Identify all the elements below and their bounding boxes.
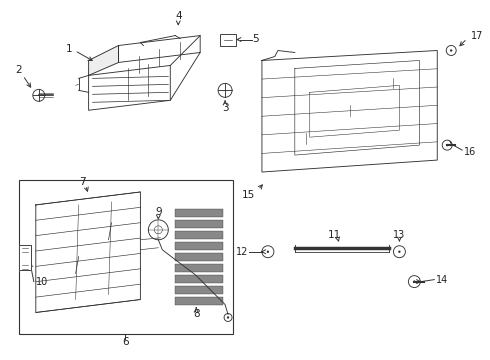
Bar [19, 180, 233, 334]
Circle shape [267, 251, 269, 253]
Polygon shape [89, 45, 119, 75]
Text: 8: 8 [193, 310, 199, 319]
Text: 1: 1 [65, 44, 72, 54]
Bar [175, 275, 223, 283]
Bar [175, 242, 223, 250]
Text: 14: 14 [436, 275, 448, 285]
Text: 15: 15 [242, 190, 255, 200]
Polygon shape [119, 36, 200, 62]
Bar [175, 285, 223, 293]
Polygon shape [262, 50, 437, 172]
Text: 5: 5 [253, 33, 259, 44]
Text: 9: 9 [155, 207, 162, 217]
Text: 11: 11 [328, 230, 341, 240]
Text: 16: 16 [464, 147, 476, 157]
Circle shape [398, 251, 401, 253]
Bar [175, 209, 223, 217]
Bar [175, 231, 223, 239]
Text: 4: 4 [175, 11, 182, 21]
Text: 7: 7 [79, 177, 86, 187]
Circle shape [413, 280, 416, 283]
Polygon shape [19, 245, 31, 270]
Circle shape [428, 54, 431, 57]
Circle shape [227, 316, 229, 319]
Text: 17: 17 [471, 31, 484, 41]
Text: 2: 2 [16, 66, 22, 76]
Circle shape [428, 154, 431, 156]
Text: 6: 6 [122, 337, 129, 347]
Circle shape [446, 144, 448, 146]
Polygon shape [89, 66, 171, 110]
Bar [220, 33, 236, 45]
Text: 10: 10 [36, 276, 48, 287]
Bar [175, 220, 223, 228]
Bar [175, 253, 223, 261]
Circle shape [450, 49, 452, 52]
Polygon shape [36, 192, 141, 312]
Text: 13: 13 [393, 230, 406, 240]
Circle shape [274, 64, 276, 67]
Bar [175, 297, 223, 305]
Text: 12: 12 [236, 247, 248, 257]
Circle shape [269, 163, 271, 165]
Text: 3: 3 [222, 103, 228, 113]
Bar [175, 264, 223, 272]
